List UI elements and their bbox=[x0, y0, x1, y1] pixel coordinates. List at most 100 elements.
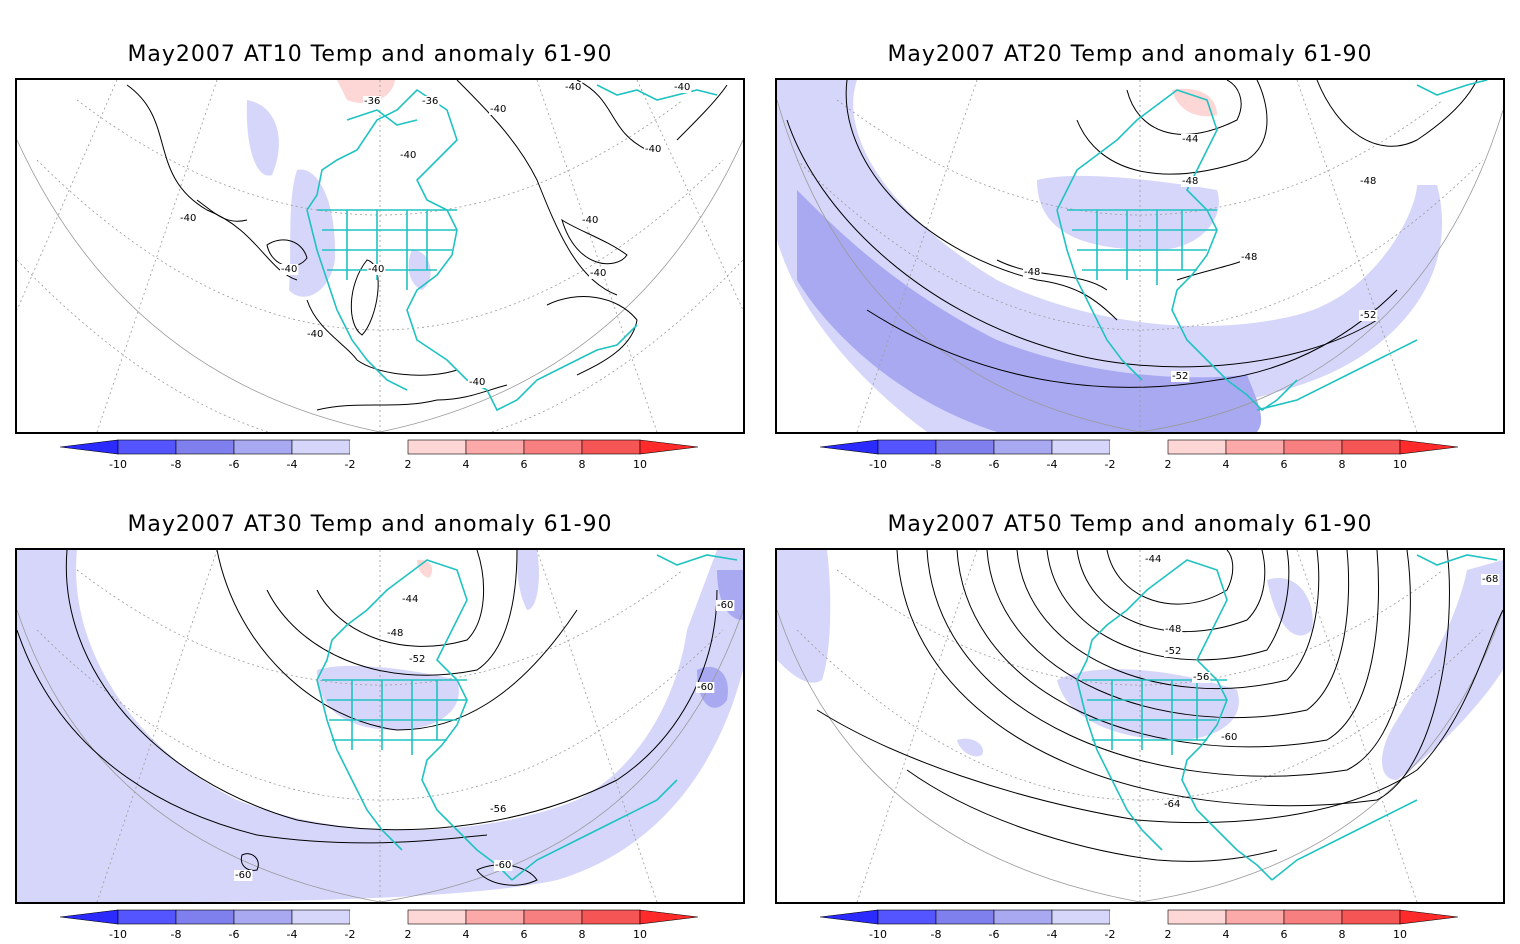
colorbar-segment bbox=[877, 439, 937, 455]
colorbar-tick-label: 10 bbox=[1393, 458, 1407, 471]
contour-label: -56 bbox=[1193, 672, 1209, 683]
colorbar-tick-label: 2 bbox=[405, 458, 412, 471]
colorbar-segment bbox=[350, 910, 408, 924]
colorbar-arrow-right bbox=[1399, 909, 1459, 925]
colorbar-segment bbox=[1225, 439, 1285, 455]
contour-label: -60 bbox=[717, 600, 733, 611]
colorbar-arrow-right bbox=[1399, 439, 1459, 455]
colorbar-tick-label: 6 bbox=[521, 928, 528, 941]
contour-label: -68 bbox=[1482, 574, 1498, 585]
colorbar-tick-label: -6 bbox=[229, 928, 240, 941]
colorbar-segment bbox=[935, 439, 995, 455]
colorbar-segment bbox=[1110, 910, 1168, 924]
colorbar-segment bbox=[1341, 909, 1401, 925]
colorbar-segment bbox=[291, 439, 351, 455]
colorbar-tick-label: 6 bbox=[1281, 928, 1288, 941]
colorbar-tick-label: 8 bbox=[579, 458, 586, 471]
contour-label: -52 bbox=[1165, 646, 1181, 657]
colorbar-tick-label: 8 bbox=[579, 928, 586, 941]
contour-label: -40 bbox=[469, 377, 485, 388]
colorbar-segment bbox=[175, 909, 235, 925]
panel-title: May2007 AT20 Temp and anomaly 61-90 bbox=[887, 42, 1373, 67]
contour-label: -40 bbox=[565, 82, 581, 93]
colorbar-tick-label: -10 bbox=[869, 928, 887, 941]
anomaly-region bbox=[17, 550, 743, 902]
contour-label: -52 bbox=[1172, 371, 1188, 382]
contour-label: -44 bbox=[1145, 554, 1161, 565]
contour-lines bbox=[786, 80, 1478, 388]
contour-label: -36 bbox=[422, 96, 438, 107]
colorbar-segment bbox=[1283, 439, 1343, 455]
map-at30: -44 -48 -52 -56 -60 -60 -60 -60 bbox=[17, 550, 743, 902]
anomaly-region bbox=[777, 550, 831, 683]
colorbar-tick-label: 2 bbox=[1165, 458, 1172, 471]
contour-label: -44 bbox=[402, 594, 418, 605]
colorbar-segment bbox=[877, 909, 937, 925]
colorbar-segment bbox=[523, 439, 583, 455]
anomaly-region bbox=[1267, 578, 1313, 636]
colorbar-segment bbox=[117, 909, 177, 925]
contour-label: -40 bbox=[582, 215, 598, 226]
colorbar-segment bbox=[465, 909, 525, 925]
colorbar-tick-label: 10 bbox=[1393, 928, 1407, 941]
anomaly-region bbox=[1172, 88, 1217, 117]
colorbar-tick-label: -8 bbox=[171, 928, 182, 941]
colorbar-tick-label: -2 bbox=[345, 928, 356, 941]
colorbar-segment bbox=[117, 439, 177, 455]
contour-label: -36 bbox=[364, 96, 380, 107]
colorbar-segment bbox=[1110, 440, 1168, 454]
colorbar-tick-label: -8 bbox=[171, 458, 182, 471]
panel-at20: May2007 AT20 Temp and anomaly 61-90 bbox=[760, 0, 1505, 471]
colorbar-segment bbox=[935, 909, 995, 925]
contour-label: -48 bbox=[1360, 176, 1376, 187]
colorbar-tick-label: -4 bbox=[287, 928, 298, 941]
map-at10: -36 -36 -40 -40 -40 -40 -40 -40 -40 -40 … bbox=[17, 80, 743, 432]
colorbar-tick-label: -10 bbox=[109, 458, 127, 471]
colorbar-segment bbox=[1051, 909, 1111, 925]
colorbar-tick-label: 4 bbox=[463, 458, 470, 471]
anomaly-region bbox=[717, 570, 743, 620]
coastline bbox=[316, 554, 738, 881]
anomaly-region bbox=[246, 100, 279, 176]
contour-label: -48 bbox=[1024, 267, 1040, 278]
colorbar-tick-label: 6 bbox=[521, 458, 528, 471]
contour-label: -48 bbox=[1182, 176, 1198, 187]
colorbar-arrow-left bbox=[820, 909, 879, 925]
contour-label: -40 bbox=[368, 264, 384, 275]
contour-label: -56 bbox=[490, 804, 506, 815]
colorbar-tick-label: -4 bbox=[1047, 928, 1058, 941]
colorbar-segment bbox=[523, 909, 583, 925]
colorbar-tick-label: -2 bbox=[1105, 928, 1116, 941]
anomaly-region bbox=[957, 738, 983, 757]
contour-labels: -44 -48 -52 -56 -60 -60 -60 -60 bbox=[234, 594, 735, 881]
graticule bbox=[796, 80, 1484, 432]
colorbar-tick-label: -8 bbox=[931, 458, 942, 471]
anomaly-region bbox=[517, 550, 539, 610]
panel-title: May2007 AT30 Temp and anomaly 61-90 bbox=[127, 512, 613, 537]
colorbar-segment bbox=[291, 909, 351, 925]
colorbar: -10 -8 -6 -4 -2 2 4 6 8 10 bbox=[820, 439, 1459, 471]
contour-labels: -44 -48 -52 -56 -60 -64 -68 bbox=[1144, 554, 1500, 810]
colorbar-arrow-left bbox=[60, 909, 119, 925]
colorbar-tick-label: -2 bbox=[1105, 458, 1116, 471]
contour-label: -40 bbox=[400, 150, 416, 161]
contour-label: -40 bbox=[490, 104, 506, 115]
colorbar-segment bbox=[581, 439, 641, 455]
colorbar-tick-label: -10 bbox=[869, 458, 887, 471]
colorbar-tick-label: 4 bbox=[1223, 458, 1230, 471]
anomaly-region bbox=[1057, 669, 1239, 740]
colorbar-segment bbox=[993, 439, 1053, 455]
contour-label: -40 bbox=[645, 144, 661, 155]
contour-label: -64 bbox=[1164, 799, 1180, 810]
map-frame: -44 -48 -52 -56 -60 -60 -60 -60 bbox=[15, 548, 745, 904]
colorbar-tick-label: 10 bbox=[633, 458, 647, 471]
colorbar: -10 -8 -6 -4 -2 2 4 6 8 10 bbox=[820, 909, 1459, 941]
colorbar-tick-label: 2 bbox=[405, 928, 412, 941]
map-frame: -44 -48 -48 -48 -48 -52 -52 bbox=[775, 78, 1505, 434]
map-at50: -44 -48 -52 -56 -60 -64 -68 bbox=[777, 550, 1503, 902]
colorbar-segment bbox=[1283, 909, 1343, 925]
contour-labels: -36 -36 -40 -40 -40 -40 -40 -40 -40 -40 … bbox=[179, 82, 692, 388]
colorbar-tick-label: 4 bbox=[1223, 928, 1230, 941]
contour-lines bbox=[126, 80, 728, 411]
colorbar-arrow-left bbox=[60, 439, 119, 455]
